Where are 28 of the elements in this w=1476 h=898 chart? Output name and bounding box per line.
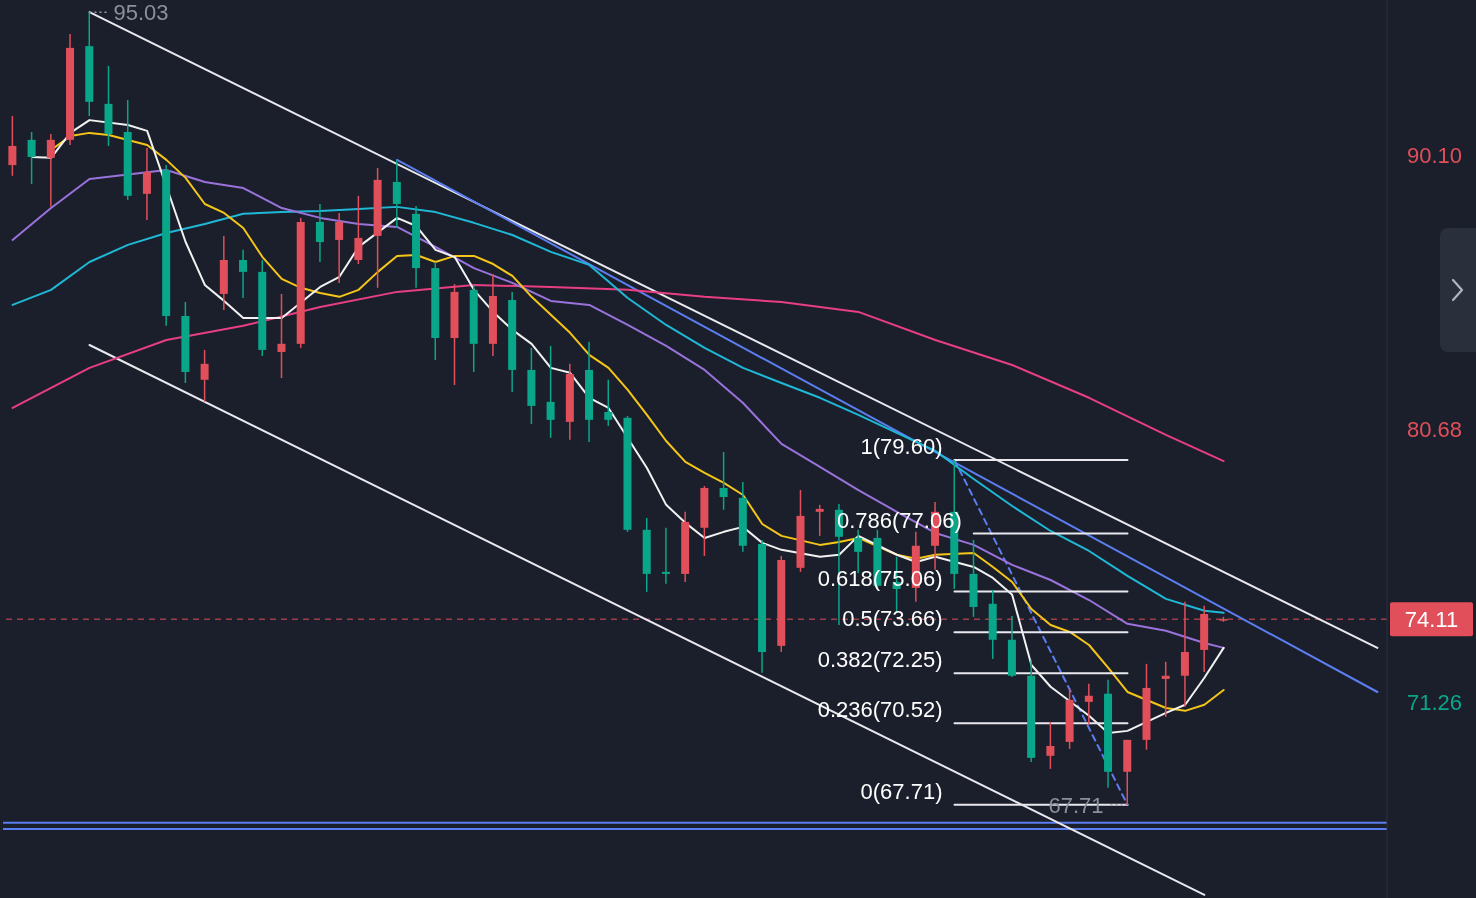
candlestick [354,195,363,265]
candlestick [1046,721,1055,770]
candlestick [815,504,824,537]
candlestick [1161,661,1170,718]
series-label: 0.382(72.25) [817,647,943,673]
y-tick-label: 71.26 [1407,689,1463,715]
candlestick [239,249,248,299]
candlestick [604,379,613,427]
candlestick [546,345,555,439]
candlestick [200,349,209,403]
annotation: 95.03 [113,0,169,26]
candlestick [719,451,728,511]
line-series [11,283,1225,463]
ref-line-label: 74.11 [1404,607,1459,633]
candlestick [142,147,151,221]
candlestick [277,293,286,379]
series-label: 0(67.71) [860,778,943,804]
candlestick [27,131,36,185]
candlestick [1084,683,1093,726]
y-tick-label: 90.10 [1407,143,1463,169]
y-tick-label: 80.68 [1407,416,1463,442]
candlestick [315,203,324,263]
candlestick [392,159,401,229]
candlestick [661,527,670,585]
series-label: 0.5(73.66) [842,606,943,632]
candlestick [8,115,17,177]
candlestick [335,212,344,284]
candlestick [46,133,55,208]
